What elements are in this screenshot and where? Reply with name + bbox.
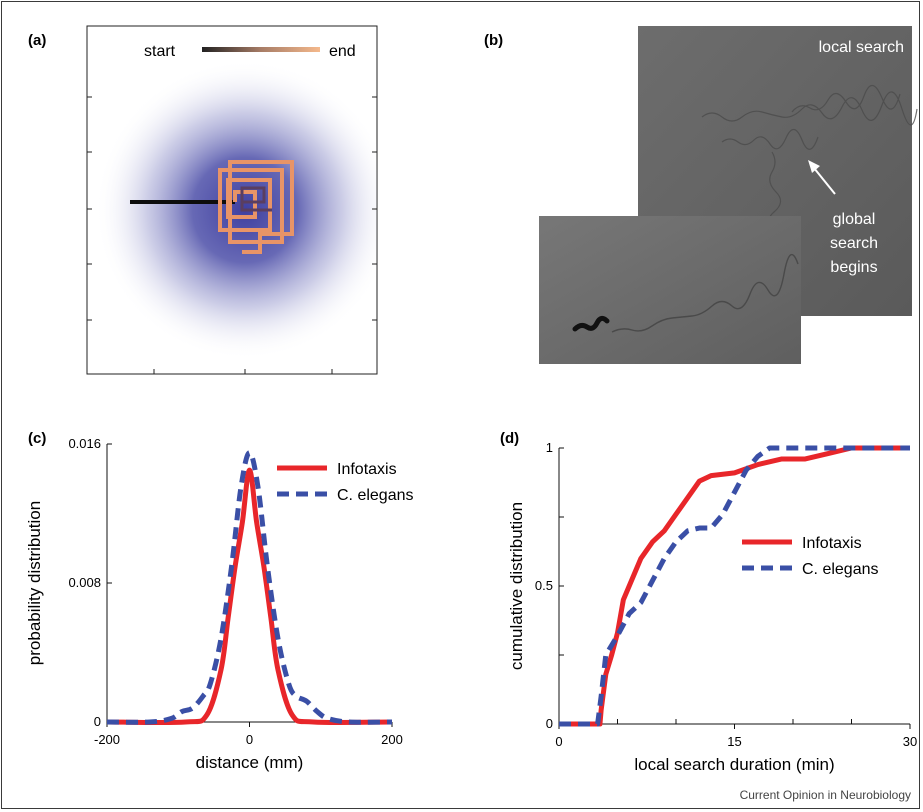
y-axis-label: cumulative distribution bbox=[507, 502, 526, 670]
time-colorbar bbox=[202, 47, 320, 52]
series-infotaxis-line bbox=[106, 467, 393, 726]
x-axis-label: distance (mm) bbox=[196, 753, 304, 772]
journal-credit: Current Opinion in Neurobiology bbox=[739, 788, 911, 802]
series-c-elegans-line bbox=[106, 450, 393, 725]
local-search-label: local search bbox=[819, 39, 904, 56]
panel-b: local search global search begins bbox=[539, 26, 918, 364]
y-tick-label: 1 bbox=[546, 440, 553, 455]
worm-track-global bbox=[611, 253, 799, 333]
x-tick-label: 200 bbox=[381, 732, 403, 747]
global-search-arrow bbox=[813, 167, 836, 195]
y-tick-label: 0 bbox=[94, 714, 101, 729]
panel-c-label: (c) bbox=[28, 430, 47, 447]
photo-global-search bbox=[539, 216, 801, 364]
legend-label: C. elegans bbox=[802, 561, 879, 578]
x-tick-label: 15 bbox=[727, 734, 741, 749]
y-tick-label: 0.008 bbox=[68, 575, 101, 590]
trajectory-inner bbox=[240, 186, 272, 212]
x-axis-label: local search duration (min) bbox=[634, 755, 834, 774]
panel-a-ticks bbox=[87, 96, 377, 374]
trajectory-spiral bbox=[218, 160, 294, 254]
y-tick-label: 0.5 bbox=[535, 578, 553, 593]
x-tick-label: 0 bbox=[555, 734, 562, 749]
global-search-line-2: search bbox=[830, 235, 878, 252]
panel-a-label: (a) bbox=[28, 32, 47, 49]
legend-label: C. elegans bbox=[337, 487, 414, 504]
series-infotaxis-line bbox=[559, 445, 910, 727]
legend-label: Infotaxis bbox=[802, 535, 862, 552]
global-search-line-1: global bbox=[833, 211, 876, 228]
chart-c: -200 0 200 0 0.008 0.016 distance (mm) probabil… bbox=[25, 436, 414, 772]
x-tick-label: 0 bbox=[246, 732, 253, 747]
y-tick-label: 0 bbox=[546, 716, 553, 731]
legend-start-label: start bbox=[144, 43, 176, 60]
panel-a: start end bbox=[86, 25, 378, 375]
legend-end-label: end bbox=[329, 43, 356, 60]
chart-d: 0 15 30 0 0.5 1 local search duration (min) cum… bbox=[507, 440, 917, 774]
global-search-line-3: begins bbox=[830, 259, 877, 276]
worm-track-local bbox=[701, 84, 918, 233]
global-search-arrowhead bbox=[808, 160, 820, 173]
worm-body bbox=[572, 315, 610, 332]
y-tick-label: 0.016 bbox=[68, 436, 101, 451]
x-tick-label: -200 bbox=[94, 732, 120, 747]
y-axis-label: probability distribution bbox=[25, 501, 44, 665]
x-tick-label: 30 bbox=[903, 734, 917, 749]
panel-b-label: (b) bbox=[484, 32, 504, 49]
series-c-elegans-line bbox=[559, 445, 910, 727]
legend-label: Infotaxis bbox=[337, 461, 397, 478]
odor-concentration-blob bbox=[95, 60, 377, 360]
panel-d-label: (d) bbox=[500, 430, 520, 447]
